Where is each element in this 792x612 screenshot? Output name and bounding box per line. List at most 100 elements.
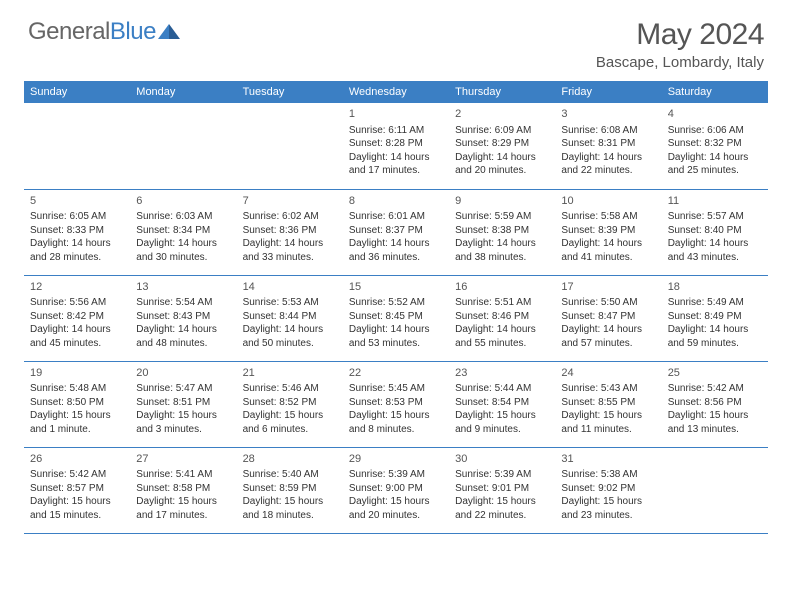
calendar-cell: 20Sunrise: 5:47 AMSunset: 8:51 PMDayligh… <box>130 361 236 447</box>
day-header: Friday <box>555 81 661 103</box>
day-number: 24 <box>561 366 655 381</box>
sunrise-text: Sunrise: 5:44 AM <box>455 382 549 396</box>
daylight-text: Daylight: 15 hours and 15 minutes. <box>30 495 124 522</box>
daylight-text: Daylight: 15 hours and 8 minutes. <box>349 409 443 436</box>
day-number: 2 <box>455 107 549 122</box>
day-number: 3 <box>561 107 655 122</box>
sunrise-text: Sunrise: 5:50 AM <box>561 296 655 310</box>
daylight-text: Daylight: 14 hours and 22 minutes. <box>561 151 655 178</box>
daylight-text: Daylight: 14 hours and 45 minutes. <box>30 323 124 350</box>
calendar-body: 1Sunrise: 6:11 AMSunset: 8:28 PMDaylight… <box>24 103 768 533</box>
daylight-text: Daylight: 14 hours and 41 minutes. <box>561 237 655 264</box>
sunrise-text: Sunrise: 5:41 AM <box>136 468 230 482</box>
location: Bascape, Lombardy, Italy <box>596 54 764 71</box>
sunset-text: Sunset: 8:36 PM <box>243 224 337 238</box>
daylight-text: Daylight: 15 hours and 23 minutes. <box>561 495 655 522</box>
daylight-text: Daylight: 14 hours and 38 minutes. <box>455 237 549 264</box>
month-title: May 2024 <box>596 18 764 52</box>
sunrise-text: Sunrise: 5:39 AM <box>349 468 443 482</box>
day-number: 28 <box>243 452 337 467</box>
calendar-cell: 31Sunrise: 5:38 AMSunset: 9:02 PMDayligh… <box>555 447 661 533</box>
sunset-text: Sunset: 8:43 PM <box>136 310 230 324</box>
sunset-text: Sunset: 8:28 PM <box>349 137 443 151</box>
sunrise-text: Sunrise: 5:49 AM <box>668 296 762 310</box>
calendar-row: 12Sunrise: 5:56 AMSunset: 8:42 PMDayligh… <box>24 275 768 361</box>
calendar-row: 19Sunrise: 5:48 AMSunset: 8:50 PMDayligh… <box>24 361 768 447</box>
daylight-text: Daylight: 14 hours and 30 minutes. <box>136 237 230 264</box>
sunset-text: Sunset: 8:31 PM <box>561 137 655 151</box>
day-number: 1 <box>349 107 443 122</box>
calendar-cell: 3Sunrise: 6:08 AMSunset: 8:31 PMDaylight… <box>555 103 661 189</box>
daylight-text: Daylight: 15 hours and 3 minutes. <box>136 409 230 436</box>
daylight-text: Daylight: 14 hours and 36 minutes. <box>349 237 443 264</box>
calendar-cell-empty <box>130 103 236 189</box>
daylight-text: Daylight: 14 hours and 50 minutes. <box>243 323 337 350</box>
sunrise-text: Sunrise: 5:40 AM <box>243 468 337 482</box>
sunset-text: Sunset: 8:47 PM <box>561 310 655 324</box>
calendar-cell: 29Sunrise: 5:39 AMSunset: 9:00 PMDayligh… <box>343 447 449 533</box>
sunrise-text: Sunrise: 5:56 AM <box>30 296 124 310</box>
day-number: 4 <box>668 107 762 122</box>
sunset-text: Sunset: 9:01 PM <box>455 482 549 496</box>
calendar-cell-empty <box>237 103 343 189</box>
day-number: 25 <box>668 366 762 381</box>
calendar-cell-empty <box>662 447 768 533</box>
day-number: 14 <box>243 280 337 295</box>
sunrise-text: Sunrise: 6:03 AM <box>136 210 230 224</box>
calendar-cell: 28Sunrise: 5:40 AMSunset: 8:59 PMDayligh… <box>237 447 343 533</box>
sunrise-text: Sunrise: 5:42 AM <box>668 382 762 396</box>
day-number: 30 <box>455 452 549 467</box>
calendar-cell: 7Sunrise: 6:02 AMSunset: 8:36 PMDaylight… <box>237 189 343 275</box>
day-header: Monday <box>130 81 236 103</box>
calendar-cell: 17Sunrise: 5:50 AMSunset: 8:47 PMDayligh… <box>555 275 661 361</box>
calendar-cell-empty <box>24 103 130 189</box>
sunset-text: Sunset: 9:02 PM <box>561 482 655 496</box>
day-number: 12 <box>30 280 124 295</box>
sunset-text: Sunset: 8:38 PM <box>455 224 549 238</box>
triangle-icon <box>158 18 180 46</box>
daylight-text: Daylight: 15 hours and 17 minutes. <box>136 495 230 522</box>
daylight-text: Daylight: 14 hours and 28 minutes. <box>30 237 124 264</box>
day-number: 15 <box>349 280 443 295</box>
calendar-cell: 21Sunrise: 5:46 AMSunset: 8:52 PMDayligh… <box>237 361 343 447</box>
sunrise-text: Sunrise: 5:45 AM <box>349 382 443 396</box>
sunrise-text: Sunrise: 5:52 AM <box>349 296 443 310</box>
calendar-cell: 23Sunrise: 5:44 AMSunset: 8:54 PMDayligh… <box>449 361 555 447</box>
sunrise-text: Sunrise: 5:58 AM <box>561 210 655 224</box>
daylight-text: Daylight: 14 hours and 48 minutes. <box>136 323 230 350</box>
sunset-text: Sunset: 8:55 PM <box>561 396 655 410</box>
sunset-text: Sunset: 8:39 PM <box>561 224 655 238</box>
sunrise-text: Sunrise: 5:47 AM <box>136 382 230 396</box>
day-number: 23 <box>455 366 549 381</box>
calendar-cell: 9Sunrise: 5:59 AMSunset: 8:38 PMDaylight… <box>449 189 555 275</box>
calendar-cell: 8Sunrise: 6:01 AMSunset: 8:37 PMDaylight… <box>343 189 449 275</box>
day-header-row: Sunday Monday Tuesday Wednesday Thursday… <box>24 81 768 103</box>
day-header: Saturday <box>662 81 768 103</box>
daylight-text: Daylight: 15 hours and 20 minutes. <box>349 495 443 522</box>
daylight-text: Daylight: 15 hours and 11 minutes. <box>561 409 655 436</box>
sunset-text: Sunset: 8:33 PM <box>30 224 124 238</box>
calendar-cell: 4Sunrise: 6:06 AMSunset: 8:32 PMDaylight… <box>662 103 768 189</box>
sunrise-text: Sunrise: 5:39 AM <box>455 468 549 482</box>
sunrise-text: Sunrise: 5:51 AM <box>455 296 549 310</box>
sunset-text: Sunset: 8:51 PM <box>136 396 230 410</box>
calendar-cell: 18Sunrise: 5:49 AMSunset: 8:49 PMDayligh… <box>662 275 768 361</box>
sunset-text: Sunset: 8:52 PM <box>243 396 337 410</box>
calendar-cell: 14Sunrise: 5:53 AMSunset: 8:44 PMDayligh… <box>237 275 343 361</box>
calendar-cell: 16Sunrise: 5:51 AMSunset: 8:46 PMDayligh… <box>449 275 555 361</box>
sunset-text: Sunset: 8:37 PM <box>349 224 443 238</box>
daylight-text: Daylight: 14 hours and 55 minutes. <box>455 323 549 350</box>
sunrise-text: Sunrise: 5:48 AM <box>30 382 124 396</box>
sunset-text: Sunset: 8:46 PM <box>455 310 549 324</box>
day-number: 27 <box>136 452 230 467</box>
day-number: 8 <box>349 194 443 209</box>
sunset-text: Sunset: 8:40 PM <box>668 224 762 238</box>
day-number: 5 <box>30 194 124 209</box>
calendar-cell: 12Sunrise: 5:56 AMSunset: 8:42 PMDayligh… <box>24 275 130 361</box>
calendar-cell: 27Sunrise: 5:41 AMSunset: 8:58 PMDayligh… <box>130 447 236 533</box>
day-number: 19 <box>30 366 124 381</box>
daylight-text: Daylight: 15 hours and 22 minutes. <box>455 495 549 522</box>
calendar-cell: 24Sunrise: 5:43 AMSunset: 8:55 PMDayligh… <box>555 361 661 447</box>
calendar-row: 5Sunrise: 6:05 AMSunset: 8:33 PMDaylight… <box>24 189 768 275</box>
day-number: 16 <box>455 280 549 295</box>
